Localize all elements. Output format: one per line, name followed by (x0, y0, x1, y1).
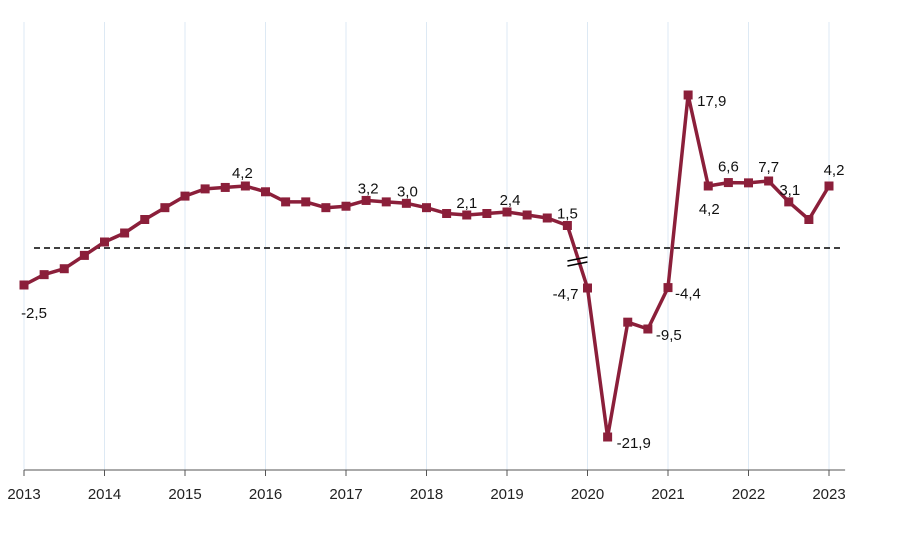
data-point-marker (663, 283, 673, 293)
data-point-marker (824, 181, 834, 191)
x-tick-label-2014: 2014 (88, 486, 121, 503)
data-label: 1,5 (557, 206, 578, 223)
data-label: -2,5 (21, 305, 47, 322)
data-point-marker (341, 201, 351, 211)
x-tick-label-2019: 2019 (490, 486, 523, 503)
data-point-marker (120, 228, 130, 238)
break-stroke (567, 256, 588, 262)
x-tick-label-2023: 2023 (812, 486, 845, 503)
data-point-marker (422, 203, 431, 213)
x-tick-label-2015: 2015 (168, 486, 201, 503)
data-point-marker (200, 184, 210, 194)
break-stroke (567, 261, 588, 267)
data-point-marker (301, 197, 311, 207)
data-point-marker (562, 221, 572, 230)
data-point-marker (281, 197, 291, 207)
data-label: -21,9 (617, 435, 651, 452)
data-label: 17,9 (697, 93, 726, 110)
data-label: 2,1 (456, 195, 477, 212)
x-tick-label-2017: 2017 (329, 486, 362, 503)
vertical-gridlines (23, 22, 830, 470)
data-point-marker (482, 209, 492, 218)
data-point-marker (321, 203, 331, 213)
x-tick-label-2016: 2016 (249, 486, 282, 503)
data-label: 3,1 (779, 182, 800, 199)
data-point-marker (220, 182, 230, 192)
data-point-marker (261, 187, 270, 197)
data-point-marker (462, 210, 472, 220)
data-point-marker (361, 195, 371, 205)
data-point-marker (542, 213, 552, 223)
data-label: 3,0 (397, 183, 418, 200)
data-point-marker (79, 250, 89, 260)
data-point-marker (623, 317, 633, 327)
data-point-marker (583, 283, 592, 293)
data-point-marker (240, 181, 250, 191)
x-axis (23, 469, 846, 476)
break-marker (567, 256, 588, 267)
series-markers (19, 90, 834, 442)
data-point-marker (39, 270, 49, 280)
data-label: -9,5 (656, 327, 682, 344)
data-point-marker (703, 181, 713, 191)
data-label: 7,7 (758, 159, 779, 176)
data-point-marker (804, 215, 814, 224)
data-point-marker (19, 280, 29, 290)
data-point-marker (784, 197, 794, 207)
data-point-marker (603, 432, 613, 442)
data-label: 4,2 (699, 201, 720, 218)
x-tick-label-2013: 2013 (7, 486, 40, 503)
data-label: 2,4 (500, 192, 521, 209)
data-point-marker (100, 237, 109, 247)
data-point-marker (683, 90, 693, 100)
data-label: -4,4 (675, 286, 701, 303)
data-label: 4,2 (824, 162, 845, 179)
data-point-marker (401, 198, 411, 208)
data-point-marker (140, 215, 150, 224)
x-tick-labels: 2013 2014 2015 2016 2017 2018 2019 2020 2021 2022… (7, 486, 845, 503)
data-point-marker (381, 197, 391, 207)
data-label: 3,2 (358, 180, 379, 197)
data-label: -4,7 (553, 286, 579, 303)
data-point-marker (522, 210, 532, 220)
data-label: 6,6 (718, 159, 739, 176)
data-point-marker (59, 264, 69, 274)
x-tick-label-2022: 2022 (732, 486, 765, 503)
x-tick-label-2021: 2021 (651, 486, 684, 503)
data-point-marker (744, 178, 753, 188)
data-point-marker (180, 191, 190, 201)
data-point-marker (643, 324, 653, 334)
data-point-marker (160, 203, 170, 213)
data-point-marker (764, 176, 774, 186)
data-point-marker (502, 207, 512, 217)
data-label: 4,2 (232, 165, 253, 182)
data-point-marker (442, 209, 452, 218)
x-tick-label-2020: 2020 (571, 486, 604, 503)
x-tick-label-2018: 2018 (410, 486, 443, 503)
data-labels: -2,5 4,2 3,2 3,0 2,1 2,4 1,5 -4,7 -21,9 -9,5 -4,4 1… (21, 93, 844, 452)
data-point-marker (723, 178, 733, 188)
